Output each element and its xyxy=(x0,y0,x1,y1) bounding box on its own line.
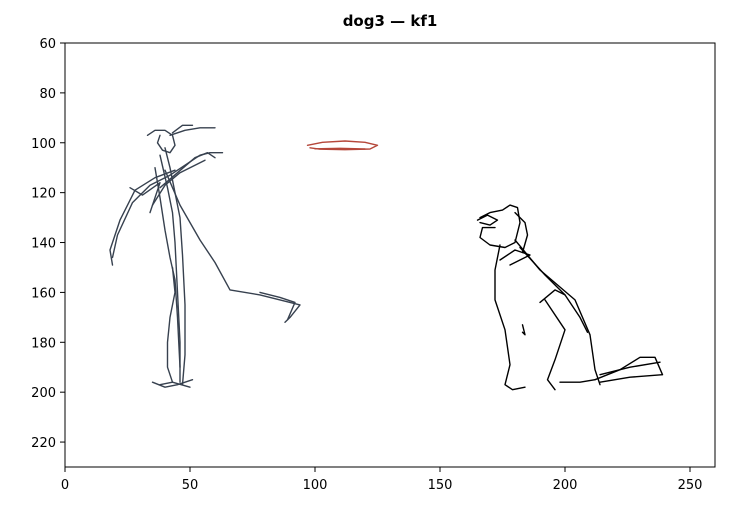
y-tick-label: 160 xyxy=(31,286,56,301)
stroke xyxy=(164,169,301,323)
x-tick-label: 200 xyxy=(553,478,578,493)
stroke xyxy=(154,166,181,368)
stroke xyxy=(159,154,181,383)
x-tick-label: 0 xyxy=(61,478,69,493)
y-tick-label: 180 xyxy=(31,336,56,351)
chart-title: dog3 — kf1 xyxy=(343,12,438,30)
stroke xyxy=(494,244,526,391)
stroke xyxy=(259,291,296,321)
y-tick-label: 100 xyxy=(31,137,56,152)
stroke xyxy=(314,147,366,150)
y-tick-label: 120 xyxy=(31,187,56,202)
stroke xyxy=(171,124,194,134)
y-tick-label: 140 xyxy=(31,237,56,252)
stroke xyxy=(151,379,194,388)
stroke xyxy=(599,361,661,376)
stroke xyxy=(159,151,216,189)
y-tick-label: 200 xyxy=(31,386,56,401)
x-tick-label: 150 xyxy=(428,478,453,493)
stroke xyxy=(166,266,176,383)
x-tick-label: 250 xyxy=(678,478,703,493)
stroke xyxy=(594,356,664,383)
y-tick-label: 220 xyxy=(31,436,56,451)
stroke xyxy=(499,249,531,266)
stroke xyxy=(559,379,596,383)
stroke xyxy=(539,289,566,304)
stroke xyxy=(476,214,499,226)
stroke xyxy=(521,324,526,336)
stroke xyxy=(479,204,521,249)
stroke xyxy=(519,246,589,333)
x-tick-label: 100 xyxy=(303,478,328,493)
stroke xyxy=(169,127,216,137)
y-tick-label: 80 xyxy=(39,87,56,102)
stroke xyxy=(151,159,206,206)
plot-frame xyxy=(64,42,716,468)
stroke xyxy=(146,129,176,154)
stroke xyxy=(514,211,529,254)
stroke xyxy=(544,299,566,391)
stroke xyxy=(159,381,191,388)
stroke xyxy=(514,239,601,386)
x-tick-label: 50 xyxy=(182,478,199,493)
stroke xyxy=(129,181,161,214)
stroke xyxy=(109,169,176,266)
stroke xyxy=(111,174,171,259)
stroke xyxy=(306,140,379,151)
y-tick-label: 60 xyxy=(39,37,56,52)
